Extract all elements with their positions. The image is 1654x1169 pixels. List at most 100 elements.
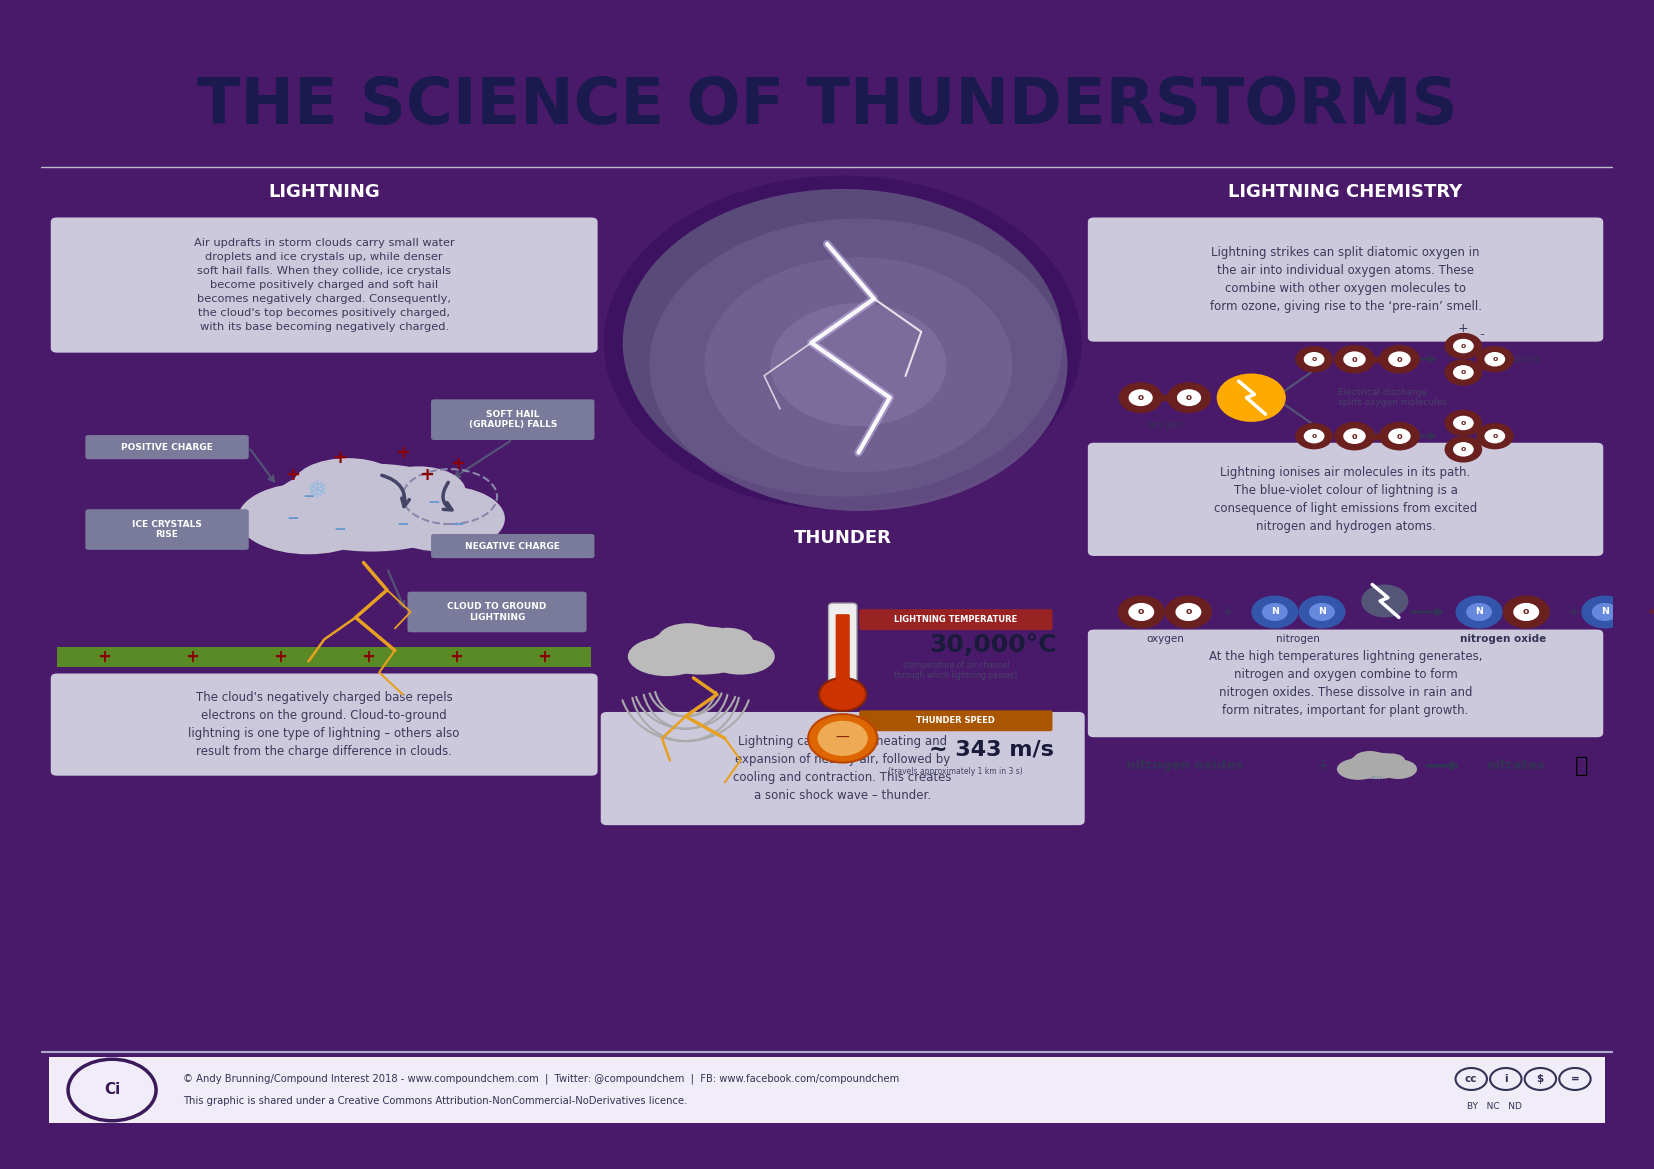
- Text: o: o: [1649, 608, 1654, 616]
- FancyBboxPatch shape: [858, 711, 1052, 731]
- Circle shape: [1452, 442, 1474, 457]
- Ellipse shape: [370, 466, 466, 516]
- Text: o: o: [1460, 447, 1465, 452]
- Circle shape: [1388, 428, 1411, 444]
- Circle shape: [1178, 389, 1201, 406]
- Circle shape: [1118, 382, 1163, 413]
- Circle shape: [1128, 603, 1154, 621]
- Circle shape: [1639, 603, 1654, 621]
- Text: THUNDER SPEED: THUNDER SPEED: [916, 717, 996, 725]
- FancyBboxPatch shape: [53, 170, 595, 214]
- Ellipse shape: [1376, 754, 1406, 768]
- Circle shape: [1452, 416, 1474, 430]
- Circle shape: [1484, 352, 1505, 367]
- Text: +: +: [1459, 321, 1469, 336]
- Circle shape: [809, 714, 877, 762]
- FancyBboxPatch shape: [56, 648, 590, 666]
- Circle shape: [1335, 422, 1374, 450]
- Circle shape: [1335, 345, 1374, 374]
- Text: CLOUD TO GROUND
LIGHTNING: CLOUD TO GROUND LIGHTNING: [447, 602, 547, 622]
- Text: o: o: [1460, 420, 1465, 426]
- Circle shape: [819, 678, 867, 711]
- Circle shape: [1484, 429, 1505, 443]
- Text: o: o: [1396, 431, 1403, 441]
- Text: LIGHTNING TEMPERATURE: LIGHTNING TEMPERATURE: [895, 615, 1017, 624]
- Text: o: o: [1492, 434, 1497, 440]
- Text: 30,000°C: 30,000°C: [930, 632, 1057, 657]
- Text: N: N: [1475, 608, 1484, 616]
- FancyBboxPatch shape: [600, 712, 1085, 825]
- Text: o: o: [1460, 343, 1465, 350]
- Circle shape: [1444, 333, 1482, 359]
- Text: nitrogen: nitrogen: [1277, 635, 1320, 644]
- Circle shape: [1262, 603, 1288, 621]
- Text: o: o: [1351, 354, 1358, 364]
- Circle shape: [771, 303, 946, 427]
- Circle shape: [1361, 584, 1408, 617]
- Text: At the high temperatures lightning generates,
nitrogen and oxygen combine to for: At the high temperatures lightning gener…: [1209, 650, 1482, 717]
- FancyBboxPatch shape: [1088, 630, 1603, 738]
- Circle shape: [1295, 346, 1333, 373]
- Text: ~ 343 m/s: ~ 343 m/s: [930, 739, 1054, 760]
- Text: oxygen: oxygen: [1146, 635, 1184, 644]
- Text: Air updrafts in storm clouds carry small water
droplets and ice crystals up, whi: Air updrafts in storm clouds carry small…: [194, 238, 455, 332]
- Text: © Andy Brunning/Compound Interest 2018 - www.compoundchem.com  |  Twitter: @comp: © Andy Brunning/Compound Interest 2018 -…: [182, 1074, 900, 1084]
- Text: +: +: [1566, 603, 1580, 621]
- Text: o: o: [1460, 369, 1465, 375]
- Text: o: o: [1523, 608, 1530, 616]
- FancyBboxPatch shape: [1090, 170, 1601, 214]
- Circle shape: [1168, 382, 1211, 413]
- Circle shape: [1456, 595, 1502, 629]
- Text: i: i: [1503, 1074, 1507, 1084]
- Circle shape: [705, 257, 1012, 472]
- Text: −: −: [286, 511, 299, 526]
- Text: +: +: [1317, 429, 1328, 443]
- Text: +: +: [98, 648, 111, 666]
- Circle shape: [1250, 595, 1298, 629]
- FancyBboxPatch shape: [432, 534, 594, 558]
- Text: −: −: [1480, 409, 1485, 414]
- Text: o: o: [1138, 393, 1143, 402]
- Text: +: +: [185, 648, 198, 666]
- Ellipse shape: [629, 637, 706, 676]
- Circle shape: [1591, 603, 1618, 621]
- Circle shape: [1628, 595, 1654, 629]
- Text: N: N: [1601, 608, 1609, 616]
- Ellipse shape: [658, 623, 718, 653]
- Text: nitrogen oxide: nitrogen oxide: [1459, 635, 1546, 644]
- Text: +: +: [1315, 756, 1328, 775]
- Text: o: o: [1396, 354, 1403, 364]
- Text: +: +: [273, 648, 288, 666]
- Circle shape: [817, 721, 868, 756]
- Circle shape: [1444, 359, 1482, 386]
- Circle shape: [1475, 346, 1513, 373]
- Text: −: −: [452, 517, 465, 532]
- FancyBboxPatch shape: [1088, 217, 1603, 341]
- Circle shape: [1465, 603, 1492, 621]
- Circle shape: [1379, 345, 1419, 374]
- Circle shape: [1452, 365, 1474, 380]
- Ellipse shape: [1353, 750, 1386, 768]
- FancyBboxPatch shape: [51, 217, 597, 353]
- Ellipse shape: [1336, 759, 1379, 780]
- Text: Lightning ionises air molecules in its path.
The blue-violet colour of lightning: Lightning ionises air molecules in its p…: [1214, 465, 1477, 533]
- Circle shape: [622, 189, 1062, 497]
- Text: NEGATIVE CHARGE: NEGATIVE CHARGE: [465, 541, 561, 551]
- Circle shape: [1444, 410, 1482, 436]
- Text: The cloud's negatively charged base repels
electrons on the ground. Cloud-to-gro: The cloud's negatively charged base repe…: [189, 691, 460, 759]
- Circle shape: [1513, 603, 1540, 621]
- Circle shape: [1343, 352, 1366, 367]
- Text: N: N: [1318, 608, 1327, 616]
- Text: o: o: [1186, 393, 1193, 402]
- Circle shape: [1164, 595, 1212, 629]
- Text: +: +: [284, 465, 301, 484]
- Circle shape: [1128, 389, 1153, 406]
- Circle shape: [1379, 422, 1419, 450]
- Text: POSITIVE CHARGE: POSITIVE CHARGE: [121, 443, 213, 451]
- Text: +: +: [1317, 352, 1328, 366]
- FancyBboxPatch shape: [86, 435, 248, 459]
- Text: THUNDER: THUNDER: [794, 528, 892, 547]
- Text: (travels approximately 1 km in 3 s): (travels approximately 1 km in 3 s): [888, 767, 1024, 776]
- Ellipse shape: [645, 627, 758, 675]
- Text: N: N: [1270, 608, 1279, 616]
